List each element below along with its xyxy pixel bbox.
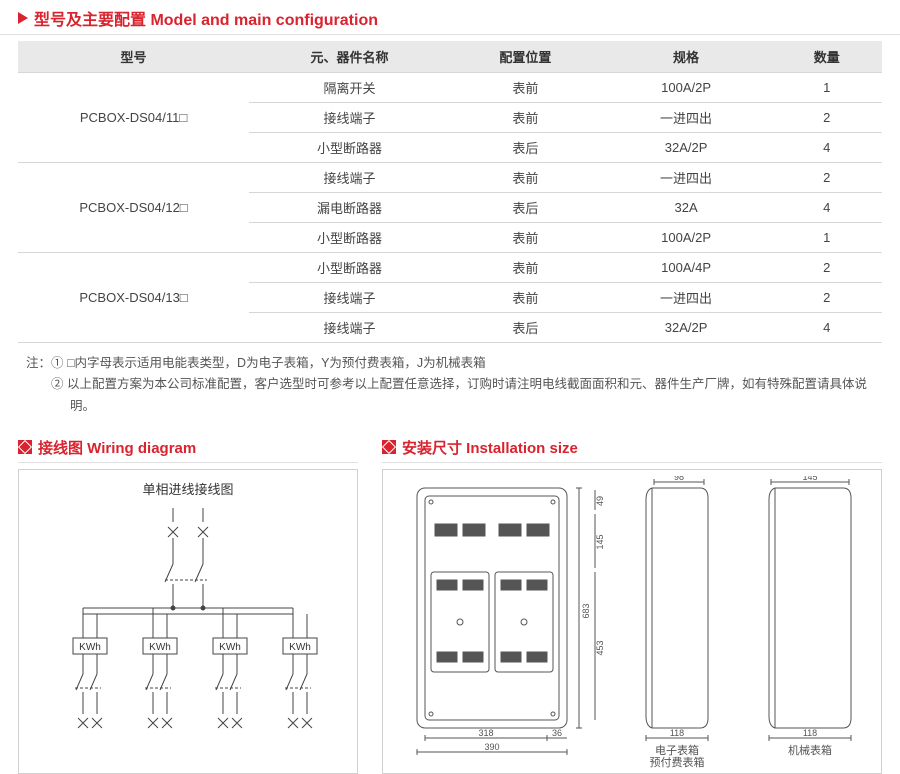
cell: 2 <box>771 253 882 283</box>
dim-453: 453 <box>595 640 605 655</box>
cell: 32A/2P <box>601 313 772 343</box>
cell: 表前 <box>450 283 601 313</box>
section-title-wiring: 接线图 Wiring diagram <box>38 437 196 458</box>
note-2: ② 以上配置方案为本公司标准配置，客户选型时可参考以上配置任意选择，订购时请注明… <box>51 377 867 412</box>
square-icon <box>18 440 32 454</box>
cell: 1 <box>771 223 882 253</box>
dim-s1-118: 118 <box>670 728 684 738</box>
cell: 100A/4P <box>601 253 772 283</box>
cell: 2 <box>771 103 882 133</box>
caption-s1a: 电子表箱 <box>655 743 699 757</box>
section-title-config: 型号及主要配置 Model and main configuration <box>34 6 378 30</box>
cell: 接线端子 <box>249 283 450 313</box>
section-title-install: 安装尺寸 Installation size <box>402 437 578 458</box>
cell: 2 <box>771 283 882 313</box>
svg-text:KWh: KWh <box>79 642 101 653</box>
th-model: 型号 <box>18 41 249 73</box>
install-side2-svg: 145 118 机械表箱 <box>747 476 867 768</box>
cell: 表前 <box>450 73 601 103</box>
cell: 4 <box>771 133 882 163</box>
cell: 一进四出 <box>601 283 772 313</box>
table-row: PCBOX-DS04/13□小型断路器表前100A/4P2 <box>18 253 882 283</box>
dim-318: 318 <box>478 728 493 738</box>
svg-text:KWh: KWh <box>149 642 171 653</box>
cell: 32A <box>601 193 772 223</box>
cell: 一进四出 <box>601 163 772 193</box>
wiring-branches: KWh KWh KWh KWh <box>73 608 317 728</box>
note-1: ① □内字母表示适用电能表类型，D为电子表箱，Y为预付费表箱，J为机械表箱 <box>51 356 486 370</box>
cell-model: PCBOX-DS04/11□ <box>18 73 249 163</box>
cell: 2 <box>771 163 882 193</box>
cell: 漏电断路器 <box>249 193 450 223</box>
dim-49: 49 <box>595 496 605 506</box>
cell: 1 <box>771 73 882 103</box>
th-part: 元、器件名称 <box>249 41 450 73</box>
table-header-row: 型号 元、器件名称 配置位置 规格 数量 <box>18 41 882 73</box>
config-table-body: PCBOX-DS04/11□隔离开关表前100A/2P1接线端子表前一进四出2小… <box>18 73 882 343</box>
cell: 接线端子 <box>249 163 450 193</box>
section-header-install: 安装尺寸 Installation size <box>382 431 882 463</box>
notes-block: 注：① □内字母表示适用电能表类型，D为电子表箱，Y为预付费表箱，J为机械表箱 … <box>18 353 882 417</box>
th-pos: 配置位置 <box>450 41 601 73</box>
cell-model: PCBOX-DS04/12□ <box>18 163 249 253</box>
cell: 32A/2P <box>601 133 772 163</box>
install-front-svg: 318 36 390 683 453 145 49 <box>397 476 607 768</box>
cell: 小型断路器 <box>249 223 450 253</box>
caption-s1b: 预付费表箱 <box>649 755 704 768</box>
dim-s2-145: 145 <box>803 476 818 482</box>
cell: 表后 <box>450 193 601 223</box>
cell: 小型断路器 <box>249 253 450 283</box>
cell: 一进四出 <box>601 103 772 133</box>
triangle-icon <box>18 12 28 24</box>
dim-390: 390 <box>484 742 499 752</box>
install-box: 318 36 390 683 453 145 49 <box>382 469 882 774</box>
note-prefix: 注： <box>26 356 51 370</box>
cell: 4 <box>771 313 882 343</box>
dim-s2-118: 118 <box>803 728 817 738</box>
cell-model: PCBOX-DS04/13□ <box>18 253 249 343</box>
cell: 表后 <box>450 313 601 343</box>
cell: 小型断路器 <box>249 133 450 163</box>
table-row: PCBOX-DS04/12□接线端子表前一进四出2 <box>18 163 882 193</box>
wiring-title: 单相进线接线图 <box>142 482 233 497</box>
note-line-2: 注：② 以上配置方案为本公司标准配置，客户选型时可参考以上配置任意选择，订购时请… <box>26 374 882 417</box>
wiring-svg: 单相进线接线图 <box>27 478 349 766</box>
cell: 接线端子 <box>249 313 450 343</box>
section-header-config: 型号及主要配置 Model and main configuration <box>0 0 900 35</box>
section-header-wiring: 接线图 Wiring diagram <box>18 431 358 463</box>
dim-145: 145 <box>595 534 605 549</box>
dim-s1-98: 98 <box>674 476 684 482</box>
svg-text:KWh: KWh <box>289 642 311 653</box>
th-qty: 数量 <box>771 41 882 73</box>
cell: 100A/2P <box>601 73 772 103</box>
cell: 表前 <box>450 163 601 193</box>
dim-683: 683 <box>581 603 591 618</box>
th-spec: 规格 <box>601 41 772 73</box>
caption-s2: 机械表箱 <box>788 743 832 757</box>
cell: 表前 <box>450 103 601 133</box>
cell: 隔离开关 <box>249 73 450 103</box>
wiring-diagram-box: 单相进线接线图 <box>18 469 358 774</box>
cell: 表前 <box>450 223 601 253</box>
cell: 100A/2P <box>601 223 772 253</box>
square-icon <box>382 440 396 454</box>
note-line-1: 注：① □内字母表示适用电能表类型，D为电子表箱，Y为预付费表箱，J为机械表箱 <box>26 353 882 374</box>
dim-36: 36 <box>552 728 562 738</box>
panel-wiring: 接线图 Wiring diagram 单相进线接线图 <box>18 431 358 774</box>
cell: 表后 <box>450 133 601 163</box>
cell: 4 <box>771 193 882 223</box>
table-row: PCBOX-DS04/11□隔离开关表前100A/2P1 <box>18 73 882 103</box>
cell: 表前 <box>450 253 601 283</box>
cell: 接线端子 <box>249 103 450 133</box>
config-table: 型号 元、器件名称 配置位置 规格 数量 PCBOX-DS04/11□隔离开关表… <box>18 41 882 343</box>
install-side1-svg: 98 118 电子表箱 预付费表箱 <box>622 476 732 768</box>
panel-install: 安装尺寸 Installation size <box>382 431 882 774</box>
svg-text:KWh: KWh <box>219 642 241 653</box>
